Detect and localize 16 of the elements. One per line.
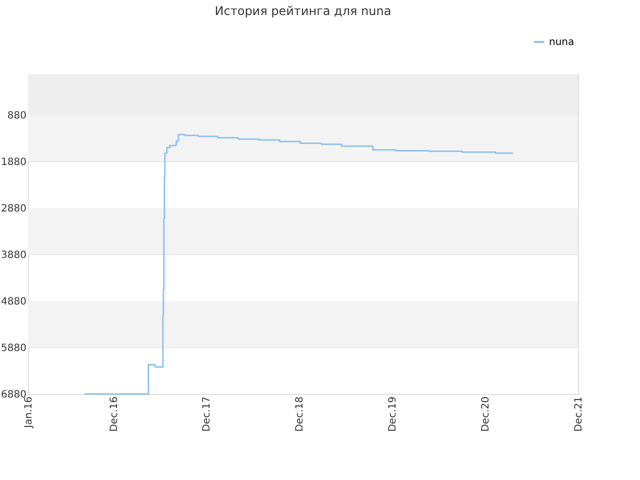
y-tick-label: 5880 (1, 342, 26, 354)
y-tick-label: 6880 (1, 390, 26, 400)
x-tick-label: Jan.16 (24, 396, 34, 429)
x-tick-label: Dec.18 (294, 396, 306, 432)
x-tick-label: Dec.20 (480, 396, 492, 432)
y-tick-label: 3880 (1, 250, 26, 261)
x-tick-label: Dec.19 (387, 396, 398, 432)
legend-label: nuna (549, 37, 574, 48)
y-tick-label: 2880 (1, 203, 26, 214)
x-tick-label: Dec.17 (202, 396, 213, 432)
chart-title: История рейтинга для nuna (214, 4, 392, 18)
x-tick-label: Dec.16 (108, 396, 120, 432)
y-tick-label: 4880 (1, 296, 26, 308)
x-tick-label: Dec.21 (574, 396, 584, 432)
y-tick-label: 1880 (1, 156, 26, 168)
y-tick-label: 880 (7, 110, 26, 122)
